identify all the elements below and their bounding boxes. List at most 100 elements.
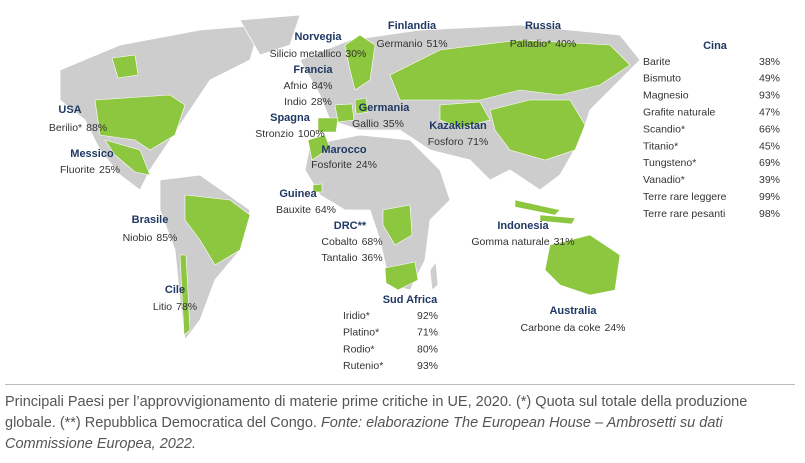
share: 64% xyxy=(315,204,336,216)
map: USA Berilio* 88% Messico Fluorite 25% Brasile N… xyxy=(49,14,780,372)
share: 92% xyxy=(417,310,438,322)
highlighted-countries xyxy=(94,34,631,336)
share: 68% xyxy=(362,236,383,248)
country-name: Spagna xyxy=(270,112,311,124)
material: Vanadio* xyxy=(643,174,685,186)
share: 88% xyxy=(86,122,107,134)
item: Afnio 84% xyxy=(284,80,333,92)
material: Magnesio xyxy=(643,90,689,102)
material: Terre rare leggere xyxy=(643,191,727,203)
country-name: Australia xyxy=(549,305,597,317)
item: Fosforite 24% xyxy=(311,159,377,171)
material: Indio xyxy=(284,96,307,108)
material: Gomma naturale xyxy=(471,236,549,248)
item: Fluorite 25% xyxy=(60,164,120,176)
caption-source: Fonte: elaborazione The European House –… xyxy=(5,415,723,452)
share: 99% xyxy=(759,191,780,203)
material: Iridio* xyxy=(343,310,370,322)
material: Gallio xyxy=(352,118,379,130)
share: 31% xyxy=(554,236,575,248)
country-name: Cina xyxy=(703,40,728,52)
share: 71% xyxy=(417,327,438,339)
item: Berilio* 88% xyxy=(49,122,107,134)
share: 47% xyxy=(759,106,780,118)
country-name: Germania xyxy=(359,102,411,114)
material: Cobalto xyxy=(321,236,357,248)
country-name: Sud Africa xyxy=(383,294,438,306)
material: Niobio xyxy=(123,232,153,244)
item: Bauxite 64% xyxy=(276,204,336,216)
item: Fosforo 71% xyxy=(428,136,489,148)
material: Terre rare pesanti xyxy=(643,208,725,220)
material: Platino* xyxy=(343,327,379,339)
country-name: Francia xyxy=(293,64,333,76)
material: Palladio* xyxy=(510,38,551,50)
material: Bismuto xyxy=(643,73,681,85)
material: Germanio xyxy=(376,38,422,50)
item: Germanio 51% xyxy=(376,38,447,50)
country-name: Norvegia xyxy=(294,31,342,43)
country-name: Finlandia xyxy=(388,20,437,32)
material: Rutenio* xyxy=(343,360,383,372)
share: 40% xyxy=(555,38,576,50)
country-name: DRC** xyxy=(334,220,367,232)
material: Bauxite xyxy=(276,204,311,216)
material: Fluorite xyxy=(60,164,95,176)
material: Grafite naturale xyxy=(643,106,716,118)
share: 93% xyxy=(759,90,780,102)
share: 38% xyxy=(759,56,780,68)
item: Tantalio 36% xyxy=(321,252,382,264)
share: 80% xyxy=(417,343,438,355)
material: Litio xyxy=(153,301,172,313)
material: Berilio* xyxy=(49,122,82,134)
share: 100% xyxy=(298,128,325,140)
item: Indio 28% xyxy=(284,96,332,108)
material: Fosforite xyxy=(311,159,352,171)
item: Niobio 85% xyxy=(123,232,178,244)
country-name: Marocco xyxy=(321,144,367,156)
material: Afnio xyxy=(284,80,308,92)
country-name: Indonesia xyxy=(497,220,549,232)
material: Stronzio xyxy=(255,128,294,140)
country-name: Brasile xyxy=(132,214,169,226)
caption: Principali Paesi per l’approvvigionament… xyxy=(5,392,800,455)
share: 39% xyxy=(759,174,780,186)
share: 28% xyxy=(311,96,332,108)
country-name: USA xyxy=(58,104,81,116)
country-name: Messico xyxy=(70,148,114,160)
item: Carbone da coke 24% xyxy=(521,322,626,334)
share: 85% xyxy=(156,232,177,244)
share: 66% xyxy=(759,123,780,135)
item: Silicio metallico 30% xyxy=(270,48,367,60)
share: 35% xyxy=(383,118,404,130)
material: Tungsteno* xyxy=(643,157,696,169)
item: Gomma naturale 31% xyxy=(471,236,574,248)
material: Barite xyxy=(643,56,671,68)
share: 36% xyxy=(362,252,383,264)
share: 69% xyxy=(759,157,780,169)
share: 51% xyxy=(427,38,448,50)
material: Tantalio xyxy=(321,252,357,264)
item: Litio 78% xyxy=(153,301,197,313)
item: Palladio* 40% xyxy=(510,38,576,50)
share: 78% xyxy=(176,301,197,313)
share: 25% xyxy=(99,164,120,176)
material: Fosforo xyxy=(428,136,464,148)
material: Scandio* xyxy=(643,123,685,135)
share: 30% xyxy=(345,48,366,60)
share: 93% xyxy=(417,360,438,372)
material: Rodio* xyxy=(343,343,375,355)
country-name: Cile xyxy=(165,284,185,296)
material: Titanio* xyxy=(643,140,678,152)
item: Stronzio 100% xyxy=(255,128,324,140)
country-name: Guinea xyxy=(279,188,317,200)
share: 45% xyxy=(759,140,780,152)
share: 98% xyxy=(759,208,780,220)
share: 71% xyxy=(467,136,488,148)
material: Silicio metallico xyxy=(270,48,342,60)
share: 49% xyxy=(759,73,780,85)
share: 24% xyxy=(356,159,377,171)
share: 24% xyxy=(604,322,625,334)
caption-text: Principali Paesi per l’approvvigionament… xyxy=(5,394,748,431)
